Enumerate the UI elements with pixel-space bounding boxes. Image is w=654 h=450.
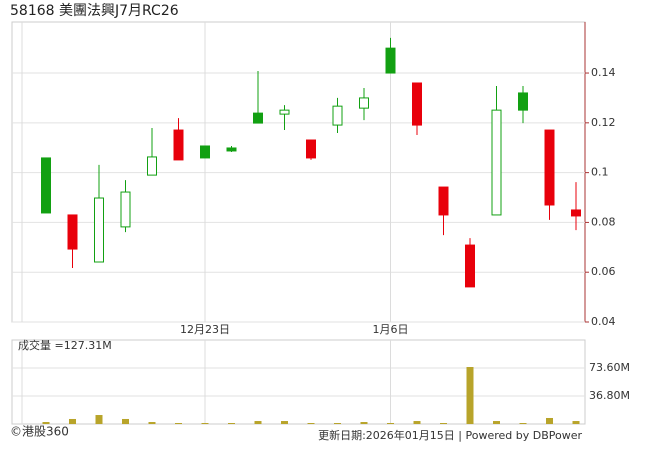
candle-body xyxy=(412,82,422,126)
volume-bar xyxy=(360,422,368,424)
candle-body xyxy=(385,47,396,74)
volume-bar xyxy=(387,423,394,424)
volume-panel xyxy=(11,339,586,425)
candle-body xyxy=(544,129,555,206)
x-tick-label: 12月23日 xyxy=(180,323,230,336)
volume-bar xyxy=(175,423,182,424)
chart-title: 58168 美團法興J7月RC26 xyxy=(10,3,179,19)
volume-bar xyxy=(572,421,580,424)
candle-body xyxy=(94,197,104,263)
candle-body xyxy=(226,147,237,152)
candle-body xyxy=(173,129,184,161)
candle-body xyxy=(491,109,502,216)
x-tick-label: 1月6日 xyxy=(373,323,409,336)
candle-body xyxy=(147,156,157,176)
candle-body xyxy=(332,105,343,126)
volume-bar xyxy=(334,423,341,424)
volume-bar xyxy=(228,423,235,424)
y-tick-label: 0.04 xyxy=(591,315,616,328)
y-tick-label: 73.60M xyxy=(589,361,630,374)
candle-body xyxy=(438,186,449,216)
volume-bar xyxy=(440,423,447,424)
volume-bar xyxy=(122,418,129,424)
volume-bar xyxy=(546,417,553,424)
volume-bar xyxy=(413,421,421,424)
candle-body xyxy=(306,139,316,159)
volume-bar xyxy=(148,422,156,424)
y-tick-label: 0.06 xyxy=(591,265,616,278)
candle-body xyxy=(253,112,263,124)
volume-bar xyxy=(519,423,527,424)
candle-body xyxy=(120,191,131,228)
candle-body xyxy=(67,214,78,250)
candle-body xyxy=(465,244,475,288)
volume-bar xyxy=(42,422,50,424)
volume-bar xyxy=(69,418,76,424)
candle-body xyxy=(41,157,51,214)
volume-bar xyxy=(493,421,500,424)
candle-body xyxy=(279,109,290,115)
y-tick-label: 0.08 xyxy=(591,215,616,228)
volume-label: 成交量 =127.31M xyxy=(18,338,112,352)
candle-body xyxy=(518,92,528,111)
candle-body xyxy=(571,209,581,217)
volume-bar xyxy=(254,421,262,424)
volume-bar xyxy=(201,423,209,424)
candle-body xyxy=(359,97,369,109)
footer: 更新日期:2026年01月15日 | Powered by DBPower xyxy=(318,428,582,442)
y-tick-label: 36.80M xyxy=(589,389,630,402)
volume-bar xyxy=(281,421,288,424)
y-tick-label: 0.14 xyxy=(591,66,616,79)
y-tick-label: 0.12 xyxy=(591,116,616,129)
source: ©港股360 xyxy=(10,425,69,439)
candle-body xyxy=(200,145,210,159)
volume-bar xyxy=(307,423,315,424)
volume-bar xyxy=(466,367,474,424)
volume-bar xyxy=(95,415,103,424)
y-tick-label: 0.1 xyxy=(591,166,609,179)
